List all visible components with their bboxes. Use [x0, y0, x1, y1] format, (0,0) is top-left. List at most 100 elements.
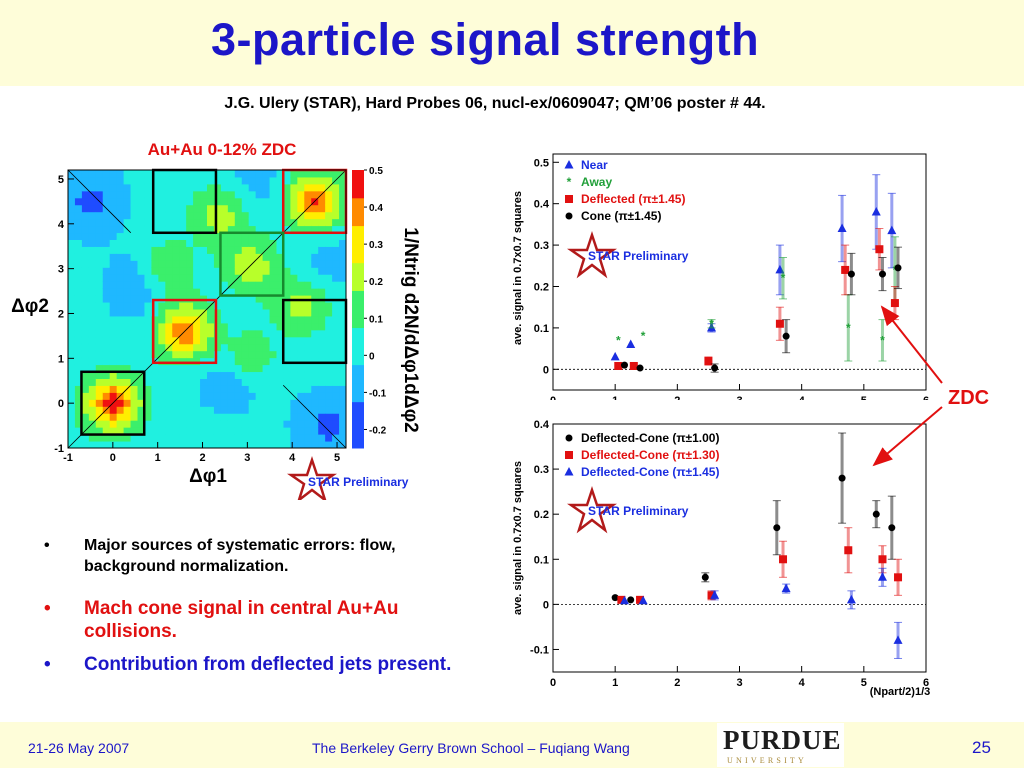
zdc-arrow-up	[880, 305, 943, 384]
heatmap-cell	[172, 434, 180, 442]
scatter-top-figure: 012345600.10.20.30.40.5 ******* Near*Awa…	[512, 153, 929, 400]
heatmap-cell	[311, 385, 319, 393]
colorbar-cell	[352, 253, 364, 264]
heatmap-cell	[220, 190, 229, 199]
heatmap-cell	[255, 239, 264, 247]
heatmap-cell	[109, 176, 118, 185]
y-tick-label: 0	[543, 599, 549, 611]
heatmap-cell	[137, 204, 145, 213]
heatmap-cell	[130, 204, 138, 213]
heatmap-cell	[109, 295, 118, 303]
heatmap-cell	[172, 274, 180, 282]
heatmap-cell	[74, 253, 83, 261]
data-point	[629, 361, 638, 370]
heatmap-cell	[283, 281, 291, 289]
heatmap-cell	[158, 218, 166, 227]
heatmap-cell	[109, 315, 118, 324]
heatmap-cell	[318, 322, 326, 331]
colorbar-cell	[352, 318, 364, 329]
heatmap-cell	[234, 343, 243, 352]
heatmap-cell	[172, 253, 180, 261]
heatmap-cell	[151, 427, 159, 435]
heatmap-cell	[269, 315, 277, 324]
heatmap-cell	[68, 211, 76, 220]
heatmap-cell	[102, 427, 111, 435]
heatmap-cell	[74, 170, 83, 178]
heatmap-cell	[332, 253, 340, 261]
heatmap-cell	[95, 441, 104, 449]
heatmap-cell	[109, 260, 118, 268]
heatmap-cell	[283, 350, 291, 359]
heatmap-cell	[130, 371, 138, 379]
heatmap-cell	[116, 288, 125, 296]
heatmap-cell	[158, 232, 166, 240]
heatmap-cell	[304, 350, 312, 359]
heatmap-cell	[109, 357, 118, 366]
heatmap-cell	[95, 246, 104, 254]
heatmap-cell	[81, 336, 90, 345]
heatmap-cell	[276, 197, 284, 206]
data-point	[782, 332, 790, 340]
heatmap-cell	[200, 274, 208, 282]
heatmap-cell	[151, 399, 159, 407]
heatmap-cell	[262, 364, 271, 373]
heatmap-cell	[283, 204, 291, 213]
heatmap-cell	[207, 218, 215, 227]
logo-sub: UNIVERSITY	[727, 756, 807, 765]
heatmap-cell	[165, 183, 173, 192]
heatmap-cell	[241, 385, 250, 393]
heatmap-cell	[262, 239, 271, 247]
heatmap-cell	[311, 434, 319, 442]
heatmap-cell	[332, 281, 340, 289]
heatmap-cell	[325, 343, 333, 352]
heatmap-cell	[88, 315, 97, 324]
heatmap-cell	[318, 385, 326, 393]
heatmap-cell	[144, 413, 152, 421]
heatmap-cell	[186, 357, 194, 366]
heatmap-cell	[290, 170, 298, 178]
heatmap-cell	[165, 441, 173, 449]
heatmap-cell	[193, 253, 201, 261]
heatmap-cell	[325, 378, 333, 386]
heatmap-cell	[74, 371, 83, 379]
heatmap-cell	[213, 260, 222, 268]
heatmap-cell	[234, 399, 243, 407]
heatmap-cell	[262, 336, 271, 345]
heatmap-cell	[255, 183, 264, 192]
heatmap-cell	[248, 378, 257, 386]
heatmap-cell	[269, 413, 277, 421]
heatmap-cell	[116, 385, 125, 393]
heatmap-cell	[74, 364, 83, 373]
heatmap-cell	[193, 329, 201, 338]
colorbar-cell	[352, 392, 364, 403]
scatter-bottom-legend: Deflected-Cone (π±1.00)Deflected-Cone (π…	[564, 431, 719, 479]
heatmap-cell	[276, 253, 284, 261]
heatmap-cell	[325, 190, 333, 199]
heatmap-cell	[137, 441, 145, 449]
heatmap-cell	[81, 204, 90, 213]
heatmap-cell	[269, 378, 277, 386]
heatmap-cell	[88, 232, 97, 240]
heatmap-cell	[311, 392, 319, 400]
heatmap-cell	[95, 204, 104, 213]
heatmap-cell	[325, 441, 333, 449]
heatmap-cell	[109, 239, 118, 247]
heatmap-cell	[102, 281, 111, 289]
heatmap-cell	[158, 204, 166, 213]
heatmap-cell	[227, 211, 236, 220]
heatmap-cell	[283, 239, 291, 247]
heatmap-cell	[255, 329, 264, 338]
heatmap-cell	[297, 371, 305, 379]
heatmap-cell	[234, 176, 243, 185]
heatmap-cell	[220, 267, 229, 275]
heatmap-cell	[325, 225, 333, 234]
heatmap-cell	[262, 385, 271, 393]
heatmap-cell	[304, 427, 312, 435]
heatmap-cell	[165, 253, 173, 261]
heatmap-cell	[304, 315, 312, 324]
heatmap-cell	[200, 427, 208, 435]
heatmap-cell	[130, 413, 138, 421]
heatmap-cell	[144, 302, 152, 310]
heatmap-cell	[311, 371, 319, 379]
heatmap-cell	[95, 343, 104, 352]
